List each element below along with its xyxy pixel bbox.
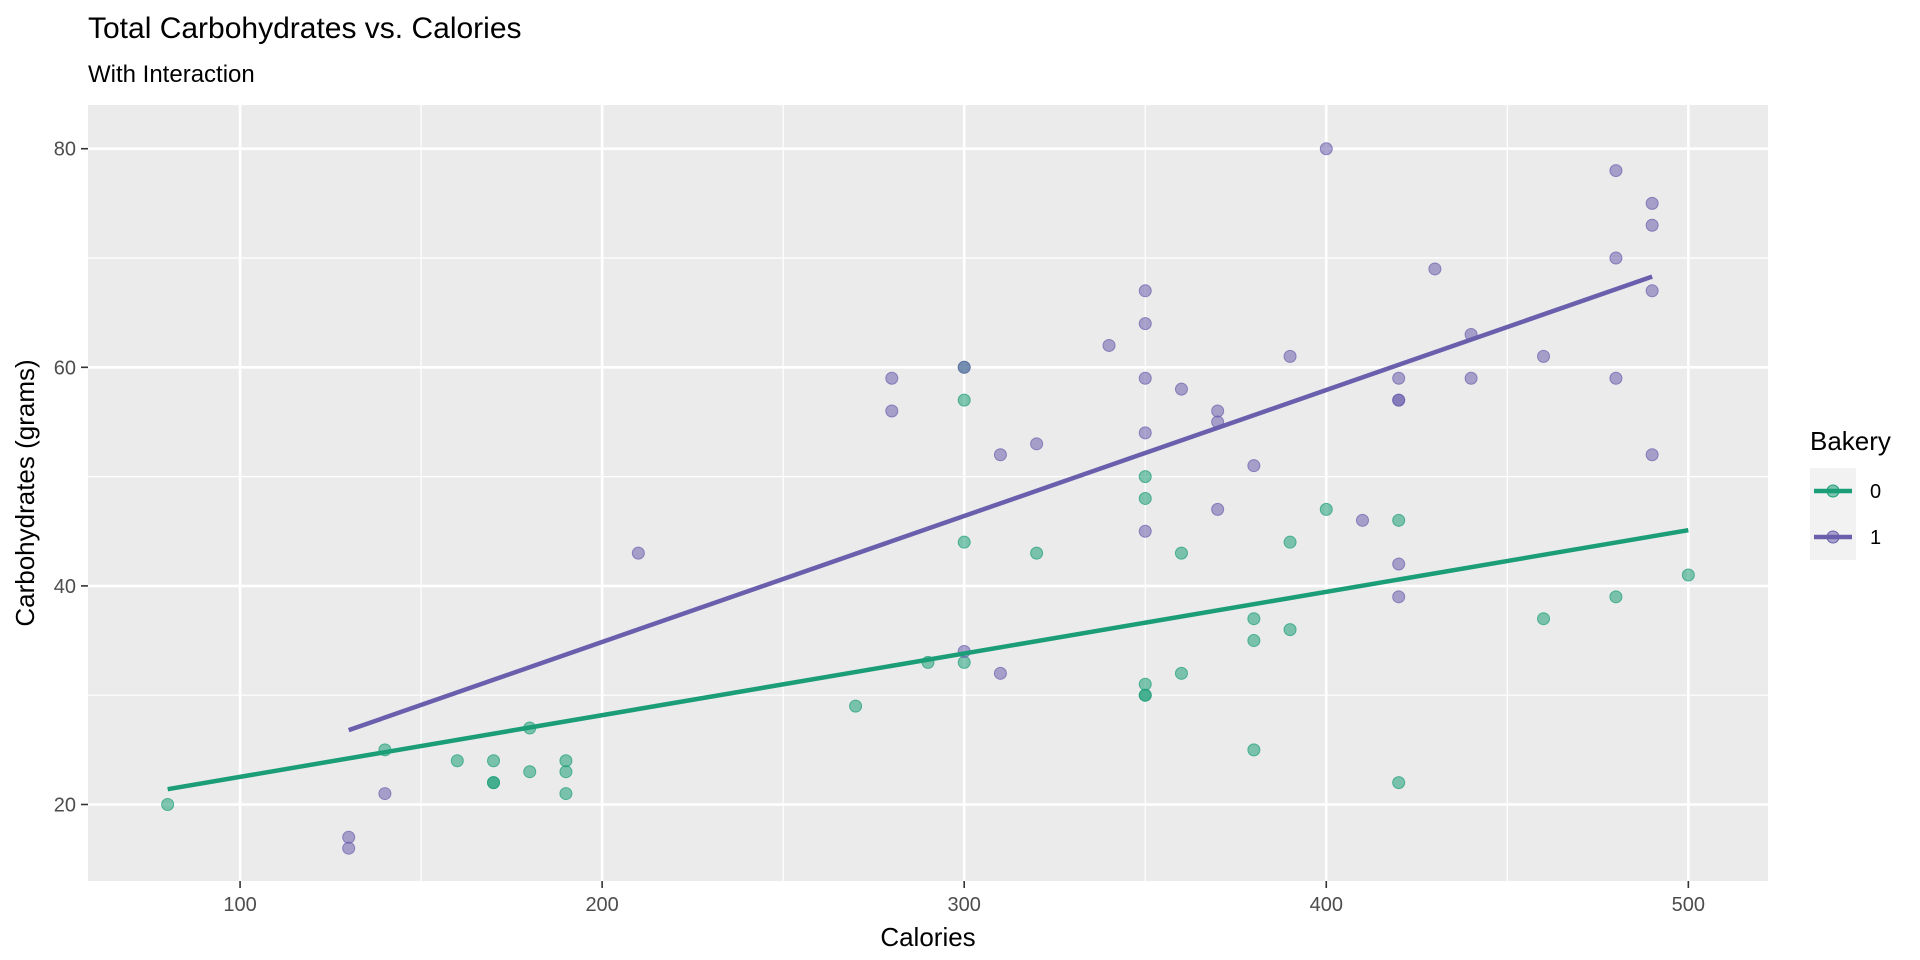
legend-label-1: 1 — [1870, 527, 1881, 549]
legend-keys-background — [1810, 468, 1856, 560]
data-point-bakery-0 — [1138, 688, 1152, 702]
grid-major — [88, 105, 1768, 881]
data-point-bakery-0 — [1138, 491, 1152, 505]
x-tick-label: 400 — [1310, 894, 1343, 916]
data-point-bakery-1 — [1138, 524, 1152, 538]
data-point-bakery-0 — [450, 754, 464, 768]
data-point-bakery-0 — [1138, 677, 1152, 691]
data-point-bakery-1 — [342, 841, 356, 855]
legend: Bakery 0 1 — [1810, 426, 1891, 560]
data-point-bakery-1 — [1464, 371, 1478, 385]
data-point-bakery-1 — [1645, 448, 1659, 462]
fit-lines — [167, 274, 1689, 792]
data-point-bakery-1 — [1392, 393, 1406, 407]
data-point-bakery-0 — [1681, 568, 1695, 582]
data-point-bakery-1 — [1355, 513, 1369, 527]
data-point-bakery-1 — [993, 666, 1007, 680]
data-point-bakery-1 — [1392, 557, 1406, 571]
grid-minor — [88, 105, 1768, 881]
data-point-bakery-0 — [1319, 502, 1333, 516]
data-point-bakery-1 — [1609, 371, 1623, 385]
data-point-bakery-0 — [1247, 612, 1261, 626]
x-axis-title: Calories — [880, 922, 975, 952]
data-point-bakery-0 — [523, 765, 537, 779]
y-axis-title: Carbohydrates (grams) — [10, 359, 40, 626]
data-point-bakery-1 — [631, 546, 645, 560]
data-point-bakery-1 — [1609, 164, 1623, 178]
data-point-bakery-1 — [378, 787, 392, 801]
data-point-bakery-1 — [1138, 426, 1152, 440]
y-axis-ticks: 20 40 60 80 — [54, 139, 88, 816]
data-point-bakery-0 — [487, 776, 501, 790]
data-point-bakery-1 — [1138, 371, 1152, 385]
data-point-bakery-1 — [1174, 382, 1188, 396]
x-axis-ticks: 100 200 300 400 500 — [223, 881, 1705, 916]
data-point-bakery-1 — [1247, 459, 1261, 473]
data-point-bakery-0 — [957, 655, 971, 669]
chart-title: Total Carbohydrates vs. Calories — [88, 12, 522, 45]
data-point-bakery-0 — [1537, 612, 1551, 626]
y-tick-label: 40 — [54, 576, 76, 598]
data-point-bakery-1 — [1645, 284, 1659, 298]
data-point-bakery-1 — [1138, 284, 1152, 298]
data-point-bakery-1 — [1138, 317, 1152, 331]
fit-line-bakery-0 — [167, 527, 1689, 792]
y-tick-label: 20 — [54, 794, 76, 816]
data-point-bakery-0 — [559, 754, 573, 768]
fit-line-bakery-1 — [347, 274, 1653, 733]
data-point-bakery-1 — [1211, 502, 1225, 516]
data-point-bakery-1 — [993, 448, 1007, 462]
data-point-bakery-0 — [161, 797, 175, 811]
data-point-bakery-1 — [1645, 196, 1659, 210]
legend-label-0: 0 — [1870, 481, 1881, 503]
data-point-bakery-0 — [1392, 513, 1406, 527]
legend-title: Bakery — [1810, 426, 1891, 456]
data-point-bakery-1 — [1030, 437, 1044, 451]
plot-panel — [88, 105, 1768, 881]
data-point-bakery-1 — [1392, 371, 1406, 385]
data-point-bakery-0 — [1283, 535, 1297, 549]
data-point-bakery-0 — [1174, 546, 1188, 560]
data-point-bakery-1 — [885, 371, 899, 385]
data-point-bakery-0 — [1030, 546, 1044, 560]
data-point-bakery-0 — [1283, 623, 1297, 637]
data-point-bakery-1 — [957, 360, 971, 374]
data-point-bakery-1 — [342, 830, 356, 844]
data-point-bakery-0 — [957, 535, 971, 549]
data-point-bakery-1 — [1283, 349, 1297, 363]
data-point-bakery-1 — [1392, 590, 1406, 604]
data-point-bakery-0 — [1174, 666, 1188, 680]
data-point-bakery-0 — [849, 699, 863, 713]
chart-subtitle: With Interaction — [88, 61, 255, 88]
y-tick-label: 60 — [54, 357, 76, 379]
data-point-bakery-1 — [1645, 218, 1659, 232]
data-point-bakery-1 — [885, 404, 899, 418]
data-point-bakery-1 — [1537, 349, 1551, 363]
data-point-bakery-1 — [1428, 262, 1442, 276]
data-point-bakery-0 — [559, 765, 573, 779]
x-tick-label: 200 — [585, 894, 618, 916]
data-point-bakery-0 — [1247, 634, 1261, 648]
data-points — [161, 142, 1695, 855]
data-point-bakery-0 — [1247, 743, 1261, 757]
x-tick-label: 300 — [948, 894, 981, 916]
data-point-bakery-1 — [1319, 142, 1333, 156]
y-tick-label: 80 — [54, 139, 76, 161]
x-tick-label: 500 — [1672, 894, 1705, 916]
data-point-bakery-1 — [1211, 404, 1225, 418]
data-point-bakery-0 — [487, 754, 501, 768]
data-point-bakery-0 — [957, 393, 971, 407]
data-point-bakery-0 — [1609, 590, 1623, 604]
data-point-bakery-0 — [1138, 470, 1152, 484]
x-tick-label: 100 — [223, 894, 256, 916]
data-point-bakery-0 — [559, 787, 573, 801]
data-point-bakery-1 — [1102, 338, 1116, 352]
data-point-bakery-1 — [1609, 251, 1623, 265]
legend-key-point-1 — [1826, 530, 1840, 544]
data-point-bakery-0 — [1392, 776, 1406, 790]
legend-key-point-0 — [1826, 484, 1840, 498]
